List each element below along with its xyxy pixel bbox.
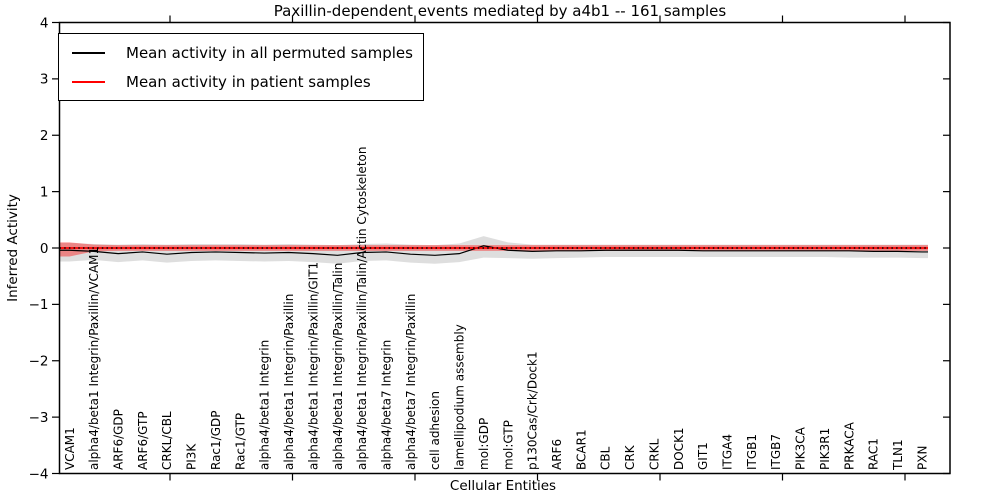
y-tick-label: 4 [40, 15, 49, 31]
legend-line-patient-icon [72, 80, 105, 83]
y-tick-label: −4 [29, 466, 49, 482]
x-category-label: Rac1/GTP [233, 413, 247, 470]
y-tick-label: −1 [29, 297, 49, 313]
y-tick-label: 1 [40, 184, 49, 200]
x-category-label: CBL [599, 446, 613, 470]
x-axis-label: Cellular Entities [449, 478, 557, 494]
x-category-label: alpha4/beta1 Integrin/Paxillin/Talin/Act… [355, 147, 369, 470]
legend-item-permuted: Mean activity in all permuted samples [72, 39, 413, 66]
x-category-label: p130Cas/Crk/Dock1 [526, 351, 540, 470]
x-category-label: CRK [623, 444, 637, 470]
x-category-label: VCAM1 [63, 427, 77, 470]
x-category-label: ITGB7 [769, 434, 783, 470]
patient-std-band [59, 242, 928, 257]
x-category-label: mol:GDP [477, 418, 491, 470]
legend: Mean activity in all permuted samples Me… [58, 33, 424, 101]
x-category-label: alpha4/beta7 Integrin/Paxillin [404, 294, 418, 470]
x-category-label: alpha4/beta7 Integrin [380, 340, 394, 470]
y-tick-label: 2 [40, 128, 49, 144]
y-tick-label: 3 [40, 72, 49, 88]
x-category-label: alpha4/beta1 Integrin/Paxillin/GIT1 [306, 262, 320, 470]
x-category-label: CRKL/CBL [160, 411, 174, 470]
x-category-label: mol:GTP [501, 420, 515, 470]
x-category-label: cell adhesion [428, 391, 442, 470]
x-category-label: PXN [915, 446, 929, 470]
x-category-label: Rac1/GDP [209, 411, 223, 470]
x-category-label: BCAR1 [574, 429, 588, 470]
x-category-label: RAC1 [867, 438, 881, 470]
x-category-label: alpha4/beta1 Integrin/Paxillin/VCAM1 [87, 247, 101, 470]
y-tick-label: −3 [29, 410, 49, 426]
x-category-label: ITGB1 [745, 434, 759, 470]
chart-title: Paxillin-dependent events mediated by a4… [273, 2, 727, 20]
legend-item-patient: Mean activity in patient samples [72, 68, 413, 95]
x-category-label: CRKL [647, 438, 661, 470]
x-category-label: PIK3CA [794, 426, 808, 470]
x-category-label: PRKACA [842, 421, 856, 470]
x-category-label: ARF6/GTP [136, 411, 150, 470]
y-axis-label: Inferred Activity [5, 194, 21, 302]
x-category-label: alpha4/beta1 Integrin/Paxillin [282, 294, 296, 470]
x-category-label: PIK3R1 [818, 428, 832, 470]
permuted-std-band [59, 236, 928, 264]
y-tick-label: 0 [40, 241, 49, 257]
x-category-label: alpha4/beta1 Integrin/Paxillin/Talin [331, 263, 345, 470]
x-category-label: DOCK1 [672, 427, 686, 470]
x-category-label: GIT1 [696, 442, 710, 470]
y-tick-label: −2 [29, 354, 49, 370]
legend-label-patient: Mean activity in patient samples [126, 72, 371, 91]
legend-line-permuted-icon [72, 51, 105, 54]
x-category-label: TLN1 [891, 439, 905, 471]
legend-label-permuted: Mean activity in all permuted samples [126, 43, 413, 62]
x-category-label: lamellipodium assembly [453, 324, 467, 470]
x-category-label: ARF6 [550, 439, 564, 470]
x-category-label: alpha4/beta1 Integrin [258, 340, 272, 470]
x-category-label: PI3K [185, 443, 199, 470]
x-category-label: ITGA4 [721, 434, 735, 470]
x-category-label: ARF6/GDP [112, 409, 126, 470]
